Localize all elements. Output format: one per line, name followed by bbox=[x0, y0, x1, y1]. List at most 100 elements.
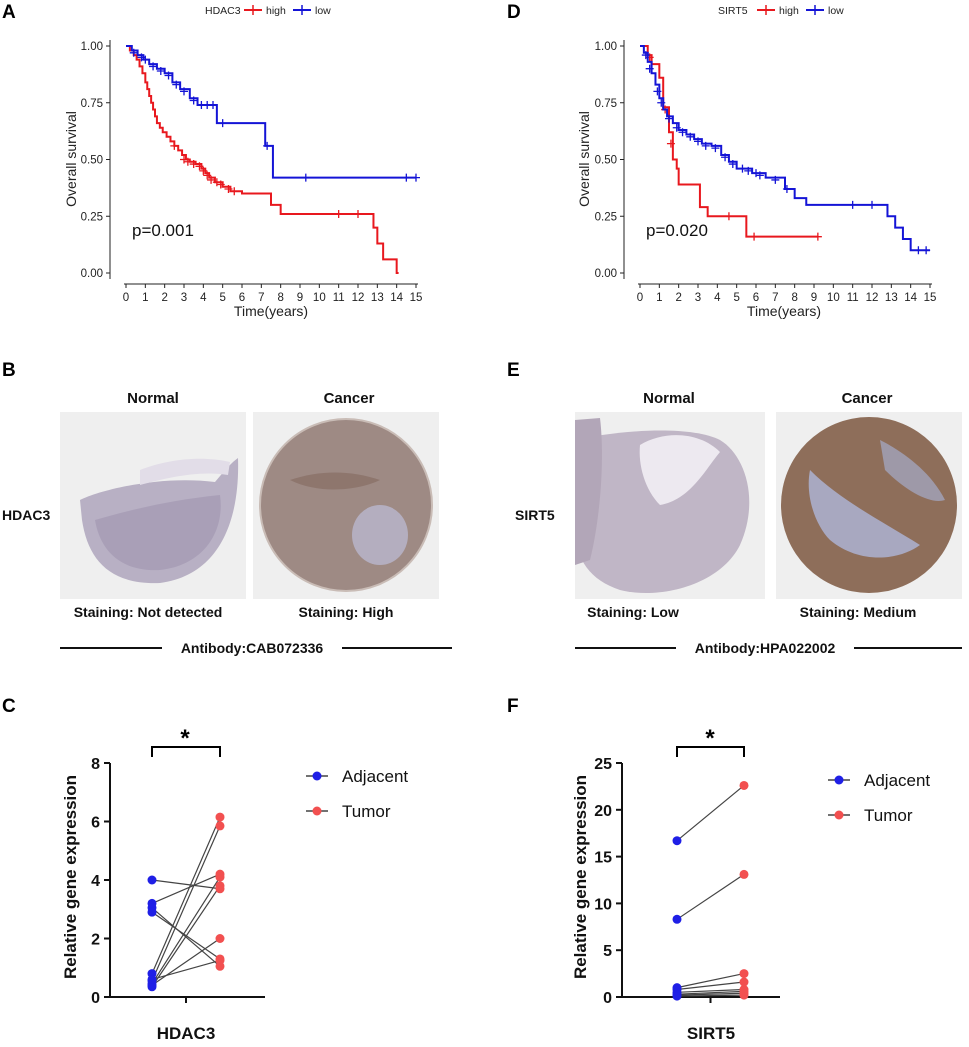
legend-tumor-marker bbox=[312, 806, 322, 816]
km-plot-body: 0 1 2 3 4 5 6 7 8 9 10 11 12 13 14 150.000.250.500.751.… bbox=[595, 40, 937, 304]
km-x-tick-label: 10 bbox=[827, 292, 840, 304]
km-censor-mark-low bbox=[738, 164, 747, 173]
pair-connector-line bbox=[676, 973, 745, 989]
km-censor-mark-low bbox=[149, 62, 158, 71]
km-x-tick-label: 6 bbox=[239, 292, 245, 304]
ihc-cancer-stroma bbox=[352, 505, 408, 565]
legend-adjacent-label: Adjacent bbox=[342, 767, 408, 786]
km-curve-high bbox=[126, 45, 399, 274]
km-censor-mark-low bbox=[665, 114, 673, 123]
km-x-axis-title: Time(years) bbox=[747, 303, 821, 319]
adjacent-point bbox=[672, 836, 682, 846]
km-censor-mark-low bbox=[164, 71, 173, 80]
tumor-point bbox=[215, 872, 225, 882]
km-y-tick-label: 0.00 bbox=[595, 268, 617, 280]
km-censor-mark-high bbox=[224, 185, 233, 194]
km-plot-sirt5: SIRT5 high low Overall survival Time(yea… bbox=[576, 5, 936, 319]
km-censor-mark-low bbox=[653, 87, 662, 96]
paired-y-tick-label: 25 bbox=[594, 756, 612, 773]
km-y-axis-title: Overall survival bbox=[576, 111, 592, 207]
km-x-axis-title: Time(years) bbox=[234, 303, 308, 319]
km-x-tick-label: 1 bbox=[142, 292, 148, 304]
significance-star: * bbox=[180, 725, 190, 752]
ihc-antibody-label: Antibody:CAB072336 bbox=[181, 640, 324, 656]
km-x-tick-label: 15 bbox=[924, 292, 937, 304]
km-x-tick-label: 11 bbox=[847, 292, 859, 304]
km-censor-mark-high bbox=[203, 171, 212, 180]
km-censor-mark-low bbox=[180, 87, 188, 96]
km-x-tick-label: 12 bbox=[866, 292, 879, 304]
ihc-normal-epithelium bbox=[639, 435, 720, 505]
pair-connector-line bbox=[676, 785, 745, 842]
ihc-antibody-label: Antibody:HPA022002 bbox=[695, 640, 836, 656]
adjacent-point bbox=[147, 875, 157, 885]
km-plot-hdac3: HDAC3 high low Overall survival Time(yea… bbox=[63, 5, 422, 319]
km-censor-mark-low bbox=[141, 55, 150, 64]
km-p-value: p=0.020 bbox=[646, 221, 708, 240]
pair-connector-line bbox=[151, 816, 221, 974]
km-x-tick-label: 4 bbox=[714, 292, 721, 304]
km-censor-mark-high bbox=[813, 232, 822, 241]
pair-connector-line bbox=[676, 990, 745, 995]
pair-connector-line bbox=[151, 959, 221, 981]
ihc-cancer-stroma-band bbox=[880, 440, 945, 501]
ihc-normal-tissue bbox=[575, 430, 750, 593]
km-plot-body: 0 1 2 3 4 5 6 7 8 9 10 11 12 13 14 150.000.250.500.751.… bbox=[81, 40, 422, 304]
paired-y-tick-label: 10 bbox=[594, 896, 612, 913]
km-censor-mark-low bbox=[645, 64, 654, 73]
km-censor-mark-low bbox=[721, 153, 730, 162]
km-legend-low-label: low bbox=[315, 5, 331, 17]
paired-plot-body: 0 2 4 6 8 bbox=[91, 746, 265, 1007]
tumor-point bbox=[215, 821, 225, 831]
paired-plot-hdac3: Relative gene expression HDAC3 * Adjacen… bbox=[61, 725, 408, 1043]
paired-y-tick-label: 0 bbox=[603, 990, 612, 1007]
ihc-cancer-stroma bbox=[808, 470, 920, 558]
paired-x-axis-title: HDAC3 bbox=[157, 1024, 216, 1043]
pair-connector-line bbox=[676, 992, 745, 996]
km-x-tick-label: 11 bbox=[333, 292, 345, 304]
legend-tumor-label: Tumor bbox=[342, 802, 391, 821]
km-x-tick-label: 8 bbox=[791, 292, 797, 304]
ihc-normal-tissue-left bbox=[575, 418, 602, 565]
ihc-normal-tissue-edge bbox=[140, 458, 230, 485]
ihc-normal-staining: Staining: Low bbox=[587, 604, 679, 620]
paired-y-tick-label: 0 bbox=[91, 990, 100, 1007]
km-x-tick-label: 6 bbox=[753, 292, 759, 304]
tumor-point bbox=[739, 990, 749, 1000]
paired-y-tick-label: 8 bbox=[91, 756, 100, 773]
panel-letter-d: D bbox=[507, 2, 521, 23]
pair-connector-line bbox=[151, 873, 221, 904]
km-censor-mark-low bbox=[402, 173, 411, 182]
km-y-tick-label: 0.25 bbox=[81, 211, 103, 223]
km-x-tick-label: 7 bbox=[772, 292, 778, 304]
km-y-tick-label: 0.00 bbox=[81, 268, 103, 280]
km-censor-mark-low bbox=[209, 101, 217, 110]
km-x-tick-label: 8 bbox=[277, 292, 283, 304]
km-censor-mark-high bbox=[195, 162, 204, 171]
km-censor-mark-high bbox=[334, 209, 343, 218]
significance-star: * bbox=[705, 725, 715, 752]
km-y-tick-label: 1.00 bbox=[81, 41, 103, 53]
km-x-tick-label: 9 bbox=[297, 292, 303, 304]
legend-tumor-marker bbox=[834, 810, 844, 820]
km-x-tick-label: 5 bbox=[733, 292, 739, 304]
paired-plot-body: 0 5 10 15 20 25 bbox=[594, 746, 780, 1007]
km-legend-title: SIRT5 bbox=[718, 5, 748, 17]
adjacent-point bbox=[672, 914, 682, 924]
panel-letter-f: F bbox=[507, 696, 519, 717]
km-censor-mark-low bbox=[848, 200, 857, 209]
tumor-point bbox=[739, 780, 749, 790]
paired-y-axis-title: Relative gene expression bbox=[571, 775, 590, 979]
legend-adjacent-marker bbox=[834, 775, 844, 785]
ihc-normal-title: Normal bbox=[643, 390, 695, 407]
km-censor-mark-low bbox=[218, 119, 227, 128]
km-censor-mark-low bbox=[189, 96, 198, 105]
panel-letter-c: C bbox=[2, 696, 16, 717]
paired-y-tick-label: 6 bbox=[91, 815, 100, 832]
km-x-tick-label: 3 bbox=[695, 292, 701, 304]
pair-connector-line bbox=[151, 825, 221, 982]
tumor-point bbox=[739, 969, 749, 979]
km-censor-mark-low bbox=[914, 246, 923, 255]
km-censor-mark-low bbox=[922, 246, 931, 255]
pair-connector-line bbox=[676, 873, 745, 920]
